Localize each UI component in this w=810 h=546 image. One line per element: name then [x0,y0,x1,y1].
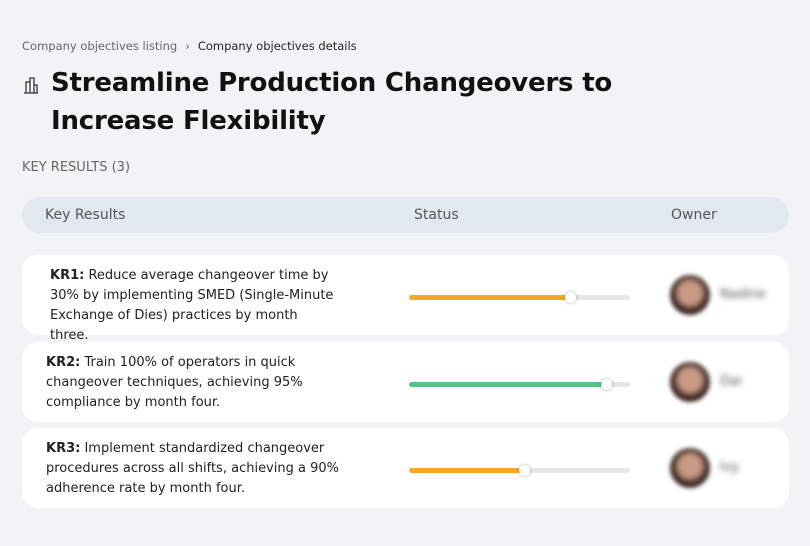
key-result-description: Implement standardized changeover proced… [46,441,339,496]
owner-name: Dai [720,374,742,389]
progress-knob [518,465,530,476]
key-result-text: KR3: Implement standardized changeover p… [46,439,366,499]
owner-avatar [670,448,710,488]
key-result-text: KR2: Train 100% of operators in quick ch… [46,353,366,413]
owner-avatar [670,362,710,402]
progress-track [409,292,630,303]
owner-avatar [670,275,710,315]
section-label: KEY RESULTS (3) [22,160,131,175]
key-result-label: KR2: [46,355,81,370]
table-header: Key Results Status Owner [22,197,789,233]
progress-fill [409,468,524,473]
breadcrumb-current: Company objectives details [197,39,357,53]
key-result-row: KR1: Reduce average changeover time by 3… [22,255,789,343]
key-result-row: KR3: Implement standardized changeover p… [22,428,789,508]
title-block: Streamline Production Changeovers to Inc… [22,64,711,140]
column-header: Owner [671,207,717,223]
progress-knob [565,292,577,303]
owner-name: Nadine [720,287,766,302]
progress-fill [409,295,571,300]
progress-fill [409,382,606,387]
key-result-description: Reduce average changeover time by 30% by… [50,268,334,343]
breadcrumb-link[interactable]: Company objectives listing [22,39,178,53]
breadcrumbs: Company objectives listing › Company obj… [22,39,357,53]
building-icon [24,77,38,94]
breadcrumb-separator: › [185,39,190,53]
owner-name: Ivy [720,460,740,475]
key-result-label: KR3: [46,441,81,456]
progress-track [409,379,630,390]
key-result-text: KR1: Reduce average changeover time by 3… [50,266,340,346]
column-header: Key Results [45,207,126,223]
key-result-label: KR1: [50,268,85,283]
key-result-description: Train 100% of operators in quick changeo… [46,355,303,410]
key-result-row: KR2: Train 100% of operators in quick ch… [22,342,789,422]
page-title: Streamline Production Changeovers to Inc… [51,68,613,136]
progress-track [409,465,630,476]
column-header: Status [414,207,459,223]
progress-knob [600,379,612,390]
